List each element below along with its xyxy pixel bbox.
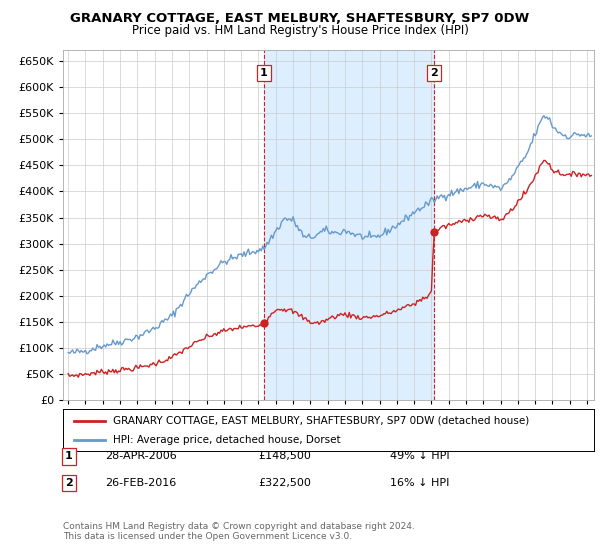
Text: £148,500: £148,500 xyxy=(258,451,311,461)
Text: 16% ↓ HPI: 16% ↓ HPI xyxy=(390,478,449,488)
Text: 1: 1 xyxy=(65,451,73,461)
Text: GRANARY COTTAGE, EAST MELBURY, SHAFTESBURY, SP7 0DW (detached house): GRANARY COTTAGE, EAST MELBURY, SHAFTESBU… xyxy=(113,416,530,426)
Text: Price paid vs. HM Land Registry's House Price Index (HPI): Price paid vs. HM Land Registry's House … xyxy=(131,24,469,36)
Text: GRANARY COTTAGE, EAST MELBURY, SHAFTESBURY, SP7 0DW: GRANARY COTTAGE, EAST MELBURY, SHAFTESBU… xyxy=(70,12,530,25)
Text: 2: 2 xyxy=(430,68,438,78)
Bar xyxy=(264,50,434,400)
Text: 26-FEB-2016: 26-FEB-2016 xyxy=(105,478,176,488)
Text: £322,500: £322,500 xyxy=(258,478,311,488)
Text: HPI: Average price, detached house, Dorset: HPI: Average price, detached house, Dors… xyxy=(113,435,341,445)
Text: 1: 1 xyxy=(260,68,268,78)
Text: Contains HM Land Registry data © Crown copyright and database right 2024.
This d: Contains HM Land Registry data © Crown c… xyxy=(63,522,415,542)
Text: 28-APR-2006: 28-APR-2006 xyxy=(105,451,177,461)
Text: 2: 2 xyxy=(65,478,73,488)
Text: 49% ↓ HPI: 49% ↓ HPI xyxy=(390,451,449,461)
